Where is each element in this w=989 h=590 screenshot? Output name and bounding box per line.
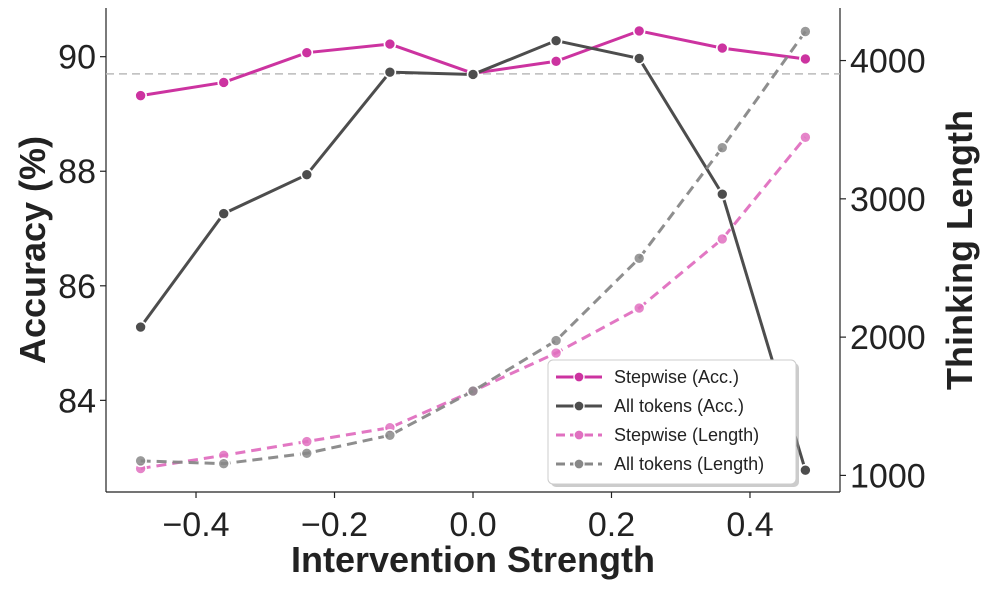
series-group xyxy=(134,24,812,477)
y-tick-label: 88 xyxy=(58,153,96,191)
legend-marker xyxy=(573,429,585,441)
data-point-stepwise-length xyxy=(549,346,563,360)
data-point-all-tokens-acc xyxy=(632,52,646,65)
y2-tick-label: 3000 xyxy=(850,181,926,219)
data-point-all-tokens-length xyxy=(300,446,314,460)
data-point-all-tokens-length xyxy=(383,429,397,442)
data-point-stepwise-length xyxy=(632,301,646,315)
x-tick-label: −0.4 xyxy=(162,506,229,544)
data-point-all-tokens-acc xyxy=(134,320,147,334)
data-point-all-tokens-length xyxy=(715,141,729,154)
legend-marker xyxy=(573,400,585,412)
legend-entry-label: All tokens (Acc.) xyxy=(614,396,744,416)
y-axis-ticks: 84 86 88 90 xyxy=(58,39,106,420)
legend-entry-label: Stepwise (Length) xyxy=(614,425,759,445)
data-point-all-tokens-acc xyxy=(383,65,397,79)
data-point-all-tokens-acc xyxy=(300,168,314,181)
data-point-all-tokens-acc xyxy=(466,68,480,81)
legend: Stepwise (Acc.) All tokens (Acc.) Stepwise… xyxy=(547,359,799,487)
data-point-all-tokens-length xyxy=(217,457,231,470)
legend-box xyxy=(547,359,797,485)
y2-tick-label: 4000 xyxy=(850,43,926,81)
data-point-all-tokens-length xyxy=(466,384,480,398)
x-tick-label: 0.0 xyxy=(449,506,496,544)
data-point-stepwise-acc xyxy=(217,76,231,89)
y-tick-label: 84 xyxy=(58,382,96,420)
y2-axis-ticks: 1000 2000 3000 4000 xyxy=(840,43,926,495)
data-point-all-tokens-acc xyxy=(217,207,231,220)
data-point-all-tokens-length xyxy=(632,251,646,265)
x-tick-label: 0.4 xyxy=(726,506,773,544)
y2-axis-title: Thinking Length xyxy=(939,110,980,390)
data-point-all-tokens-length xyxy=(134,454,147,468)
data-point-stepwise-acc xyxy=(632,24,646,38)
data-point-stepwise-length xyxy=(715,232,729,246)
data-point-all-tokens-acc xyxy=(715,187,729,201)
legend-marker xyxy=(573,458,585,470)
data-point-all-tokens-acc xyxy=(799,463,812,477)
data-point-stepwise-acc xyxy=(383,37,397,51)
x-axis-ticks: −0.4 −0.2 0.0 0.2 0.4 xyxy=(162,492,774,544)
data-point-all-tokens-length xyxy=(549,334,563,347)
data-point-stepwise-acc xyxy=(300,46,314,59)
y-tick-label: 86 xyxy=(58,268,96,306)
y-axis-title: Accuracy (%) xyxy=(12,136,53,364)
legend-entry-label: Stepwise (Acc.) xyxy=(614,367,739,387)
data-point-stepwise-acc xyxy=(799,52,812,66)
x-tick-label: 0.2 xyxy=(588,506,635,544)
legend-marker xyxy=(573,371,585,383)
data-point-stepwise-acc xyxy=(134,89,147,102)
data-point-all-tokens-acc xyxy=(549,34,563,47)
data-point-all-tokens-length xyxy=(799,25,812,38)
y2-tick-label: 1000 xyxy=(850,457,926,495)
y2-tick-label: 2000 xyxy=(850,319,926,357)
data-point-stepwise-length xyxy=(799,130,812,144)
x-tick-label: −0.2 xyxy=(301,506,368,544)
data-point-stepwise-length xyxy=(300,435,314,448)
x-axis-title: Intervention Strength xyxy=(291,539,655,580)
legend-entry-label: All tokens (Length) xyxy=(614,454,764,474)
y-tick-label: 90 xyxy=(58,39,96,77)
data-point-stepwise-acc xyxy=(715,41,729,55)
data-point-stepwise-acc xyxy=(549,54,563,68)
